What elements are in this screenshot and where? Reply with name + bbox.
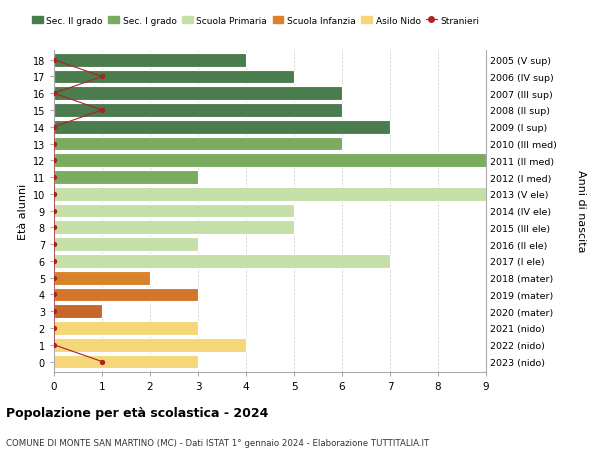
Bar bbox=[54, 254, 390, 268]
Point bbox=[49, 274, 59, 282]
Bar bbox=[54, 171, 198, 185]
Point bbox=[97, 358, 107, 365]
Point bbox=[97, 73, 107, 81]
Point bbox=[49, 90, 59, 98]
Point bbox=[49, 140, 59, 148]
Point bbox=[49, 325, 59, 332]
Bar bbox=[54, 221, 294, 235]
Point bbox=[49, 124, 59, 131]
Bar bbox=[54, 104, 342, 118]
Bar bbox=[54, 355, 198, 369]
Y-axis label: Anni di nascita: Anni di nascita bbox=[577, 170, 586, 252]
Point bbox=[49, 207, 59, 215]
Bar bbox=[54, 87, 342, 101]
Y-axis label: Età alunni: Età alunni bbox=[19, 183, 28, 239]
Point bbox=[49, 241, 59, 248]
Point bbox=[49, 308, 59, 315]
Legend: Sec. II grado, Sec. I grado, Scuola Primaria, Scuola Infanzia, Asilo Nido, Stran: Sec. II grado, Sec. I grado, Scuola Prim… bbox=[28, 13, 483, 29]
Bar bbox=[54, 154, 486, 168]
Bar bbox=[54, 321, 198, 335]
Text: Popolazione per età scolastica - 2024: Popolazione per età scolastica - 2024 bbox=[6, 406, 268, 419]
Bar bbox=[54, 137, 342, 151]
Point bbox=[49, 341, 59, 349]
Bar bbox=[54, 305, 102, 319]
Bar bbox=[54, 271, 150, 285]
Point bbox=[49, 291, 59, 298]
Bar bbox=[54, 121, 390, 134]
Point bbox=[49, 157, 59, 165]
Bar bbox=[54, 54, 246, 67]
Bar bbox=[54, 188, 486, 201]
Point bbox=[49, 57, 59, 64]
Bar bbox=[54, 70, 294, 84]
Bar bbox=[54, 204, 294, 218]
Point bbox=[97, 107, 107, 114]
Point bbox=[49, 224, 59, 231]
Bar bbox=[54, 288, 198, 302]
Text: COMUNE DI MONTE SAN MARTINO (MC) - Dati ISTAT 1° gennaio 2024 - Elaborazione TUT: COMUNE DI MONTE SAN MARTINO (MC) - Dati … bbox=[6, 438, 429, 448]
Bar bbox=[54, 338, 246, 352]
Point bbox=[49, 174, 59, 181]
Bar bbox=[54, 238, 198, 252]
Point bbox=[49, 257, 59, 265]
Point bbox=[49, 191, 59, 198]
